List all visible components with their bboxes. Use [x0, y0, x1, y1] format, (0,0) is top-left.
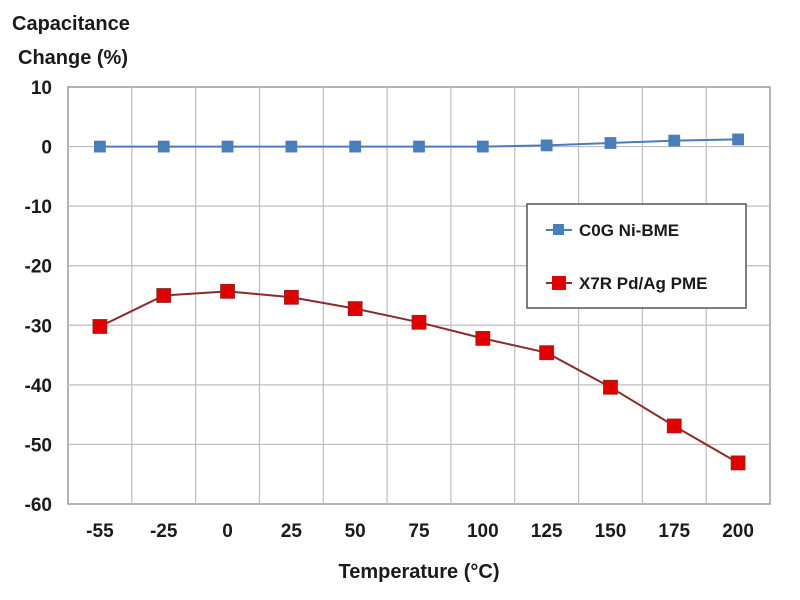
x-tick-label: 125	[531, 521, 563, 542]
data-point	[539, 345, 555, 361]
x-tick-label: -55	[86, 521, 114, 542]
series-layer	[92, 133, 746, 471]
data-point	[732, 133, 744, 146]
data-point	[411, 314, 427, 330]
legend-swatch-marker	[553, 224, 564, 235]
data-point	[604, 137, 617, 149]
data-point	[475, 330, 491, 346]
legend-box	[526, 203, 747, 309]
y-tick-label: -40	[25, 376, 52, 397]
y-tick-label: -60	[25, 495, 52, 516]
y-tick-label: 10	[31, 78, 52, 99]
x-tick-label: 0	[222, 521, 233, 542]
x-tick-label: 100	[467, 521, 499, 542]
data-point	[156, 288, 172, 303]
x-tick-label: 200	[722, 521, 754, 542]
x-tick-label: 25	[281, 521, 303, 542]
legend-entry-c0g: C0G Ni-BME	[546, 221, 679, 240]
y-tick-label: -30	[25, 316, 52, 337]
legend-label-c0g: C0G Ni-BME	[579, 221, 679, 240]
data-point	[540, 139, 553, 152]
x-tick-label: 175	[658, 521, 690, 542]
series-0	[94, 133, 744, 153]
legend: C0G Ni-BME X7R Pd/Ag PME	[526, 203, 747, 309]
x-axis-title: Temperature (°C)	[339, 561, 500, 583]
data-point	[157, 140, 170, 153]
x-tick-label: 50	[345, 521, 366, 542]
data-point	[476, 140, 489, 153]
x-tick-label: 150	[595, 521, 627, 542]
x-tick-label: -25	[150, 521, 178, 542]
data-point	[413, 140, 425, 153]
data-point	[666, 418, 682, 434]
series-1	[92, 283, 746, 471]
y-tick-label: -10	[25, 197, 52, 218]
y-tick-label: -20	[25, 257, 52, 278]
legend-entry-x7r: X7R Pd/Ag PME	[546, 274, 707, 293]
data-point	[220, 283, 235, 299]
y-axis: 10 0 -10 -20 -30 -40 -50 -60	[25, 78, 52, 516]
legend-swatch-marker	[552, 276, 566, 290]
data-point	[92, 319, 108, 334]
data-point	[349, 140, 362, 153]
data-point	[285, 140, 298, 153]
data-point	[668, 134, 681, 147]
legend-label-x7r: X7R Pd/Ag PME	[579, 274, 707, 293]
data-point	[603, 379, 618, 395]
data-point	[730, 455, 746, 471]
data-point	[94, 140, 106, 153]
x-tick-label: 75	[408, 521, 430, 542]
data-point	[221, 140, 234, 153]
y-tick-label: -50	[25, 435, 52, 456]
x-axis: -55 -25 0 25 50 75 100 125 150 175 200	[86, 521, 754, 542]
y-axis-title-line-2: Change (%)	[18, 47, 128, 69]
y-axis-title-line-1: Capacitance	[12, 13, 130, 35]
data-point	[283, 289, 299, 305]
y-tick-label: 0	[41, 138, 52, 159]
data-point	[347, 301, 363, 317]
